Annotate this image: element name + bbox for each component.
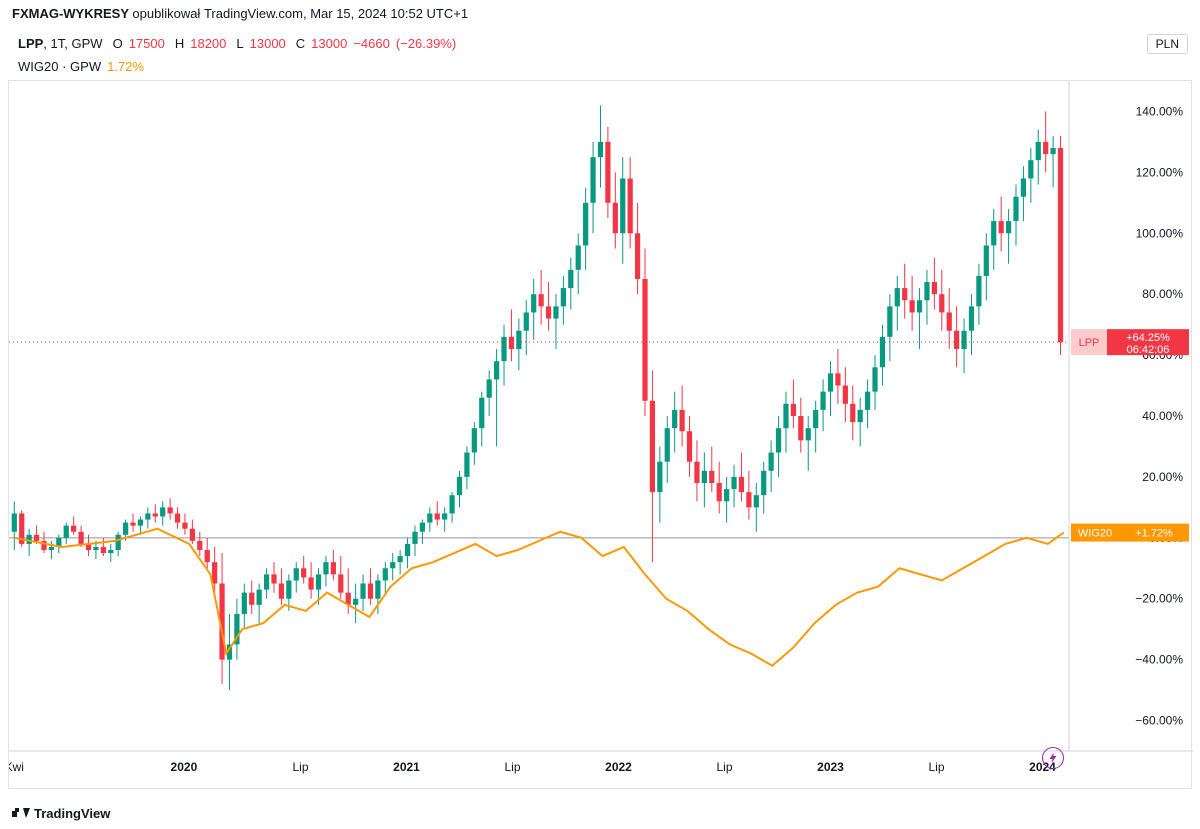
svg-text:Lip: Lip [716, 760, 732, 774]
flash-icon[interactable] [1042, 747, 1064, 769]
svg-text:−20.00%: −20.00% [1135, 592, 1183, 606]
svg-text:80.00%: 80.00% [1142, 287, 1183, 301]
currency-badge[interactable]: PLN [1147, 34, 1188, 54]
footer-brand: TradingView [12, 806, 110, 821]
svg-text:40.00%: 40.00% [1142, 409, 1183, 423]
attribution-header: FXMAG-WYKRESY opublikował TradingView.co… [0, 0, 1200, 27]
legend-compare[interactable]: WIG20 · GPW 1.72% [12, 57, 150, 76]
legend-main[interactable]: LPP, 1T, GPW O17500 H18200 L13000 C13000… [12, 34, 462, 53]
svg-text:Kwi: Kwi [9, 760, 24, 774]
svg-text:Lip: Lip [928, 760, 944, 774]
legend: LPP, 1T, GPW O17500 H18200 L13000 C13000… [12, 34, 462, 80]
svg-text:06:42:06: 06:42:06 [1127, 344, 1170, 356]
svg-text:−40.00%: −40.00% [1135, 653, 1183, 667]
svg-text:LPP: LPP [1079, 337, 1100, 349]
chart-area[interactable]: −60.00%−40.00%−20.00%0.00%20.00%40.00%60… [8, 80, 1192, 789]
svg-text:2023: 2023 [817, 760, 844, 774]
svg-text:+64.25%: +64.25% [1126, 332, 1170, 344]
svg-text:100.00%: 100.00% [1136, 226, 1184, 240]
svg-text:2020: 2020 [171, 760, 198, 774]
site: TradingView.com [204, 6, 303, 21]
timestamp: Mar 15, 2024 10:52 UTC+1 [310, 6, 468, 21]
svg-text:20.00%: 20.00% [1142, 470, 1183, 484]
svg-text:Lip: Lip [504, 760, 520, 774]
tradingview-logo-icon [12, 808, 30, 820]
svg-text:120.00%: 120.00% [1136, 165, 1184, 179]
svg-text:+1.72%: +1.72% [1135, 528, 1173, 540]
published-word: opublikował [132, 6, 200, 21]
publisher: FXMAG-WYKRESY [12, 6, 129, 21]
svg-text:Lip: Lip [292, 760, 308, 774]
svg-text:−60.00%: −60.00% [1135, 714, 1183, 728]
svg-text:2022: 2022 [605, 760, 632, 774]
svg-text:140.00%: 140.00% [1136, 104, 1184, 118]
chart-svg[interactable]: −60.00%−40.00%−20.00%0.00%20.00%40.00%60… [9, 81, 1193, 790]
svg-text:2021: 2021 [393, 760, 420, 774]
svg-text:WIG20: WIG20 [1078, 528, 1112, 540]
